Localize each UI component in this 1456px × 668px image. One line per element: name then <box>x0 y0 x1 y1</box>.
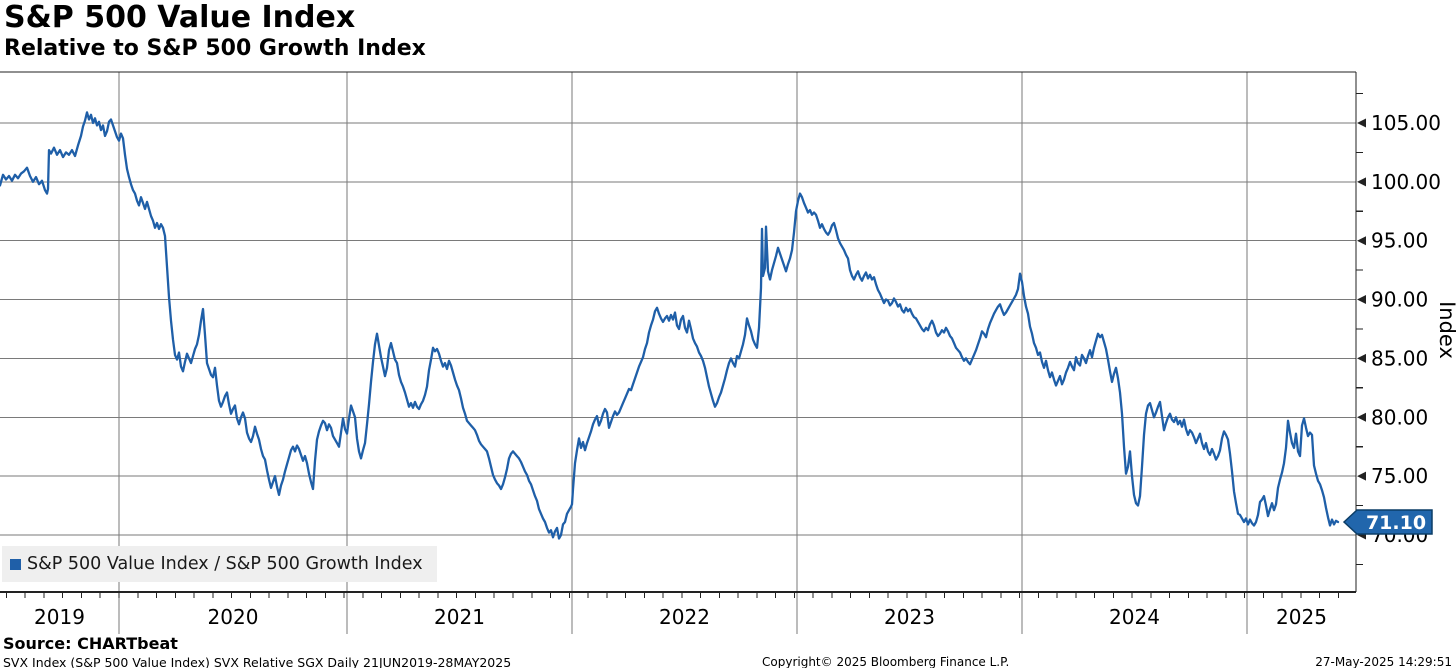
y-tick-label: 90.00 <box>1371 288 1428 312</box>
y-tick-label: 105.00 <box>1371 111 1441 135</box>
y-tick-label: 75.00 <box>1371 464 1428 488</box>
y-tick-arrow-icon <box>1357 295 1366 305</box>
y-tick-label: 80.00 <box>1371 405 1428 429</box>
y-tick-arrow-icon <box>1357 412 1366 422</box>
x-tick-label: 2025 <box>1276 605 1327 629</box>
page-subtitle: Relative to S&P 500 Growth Index <box>4 36 426 61</box>
dataset-description: SVX Index (S&P 500 Value Index) SVX Rela… <box>3 655 512 668</box>
x-tick-label: 2022 <box>659 605 710 629</box>
x-tick-label: 2024 <box>1109 605 1160 629</box>
timestamp: 27-May-2025 14:29:51 <box>1315 655 1452 668</box>
source-label: Source: CHARTbeat <box>3 634 178 653</box>
y-tick-arrow-icon <box>1357 236 1366 246</box>
y-tick-arrow-icon <box>1357 353 1366 363</box>
y-tick-label: 85.00 <box>1371 346 1428 370</box>
legend[interactable]: S&P 500 Value Index / S&P 500 Growth Ind… <box>2 546 437 582</box>
y-tick-label: 95.00 <box>1371 229 1428 253</box>
page-title: S&P 500 Value Index <box>4 0 356 35</box>
y-tick-arrow-icon <box>1357 471 1366 481</box>
legend-label: S&P 500 Value Index / S&P 500 Growth Ind… <box>27 554 423 574</box>
copyright-notice: Copyright© 2025 Bloomberg Finance L.P. <box>762 655 1010 668</box>
series-square-icon <box>10 558 21 570</box>
last-value-badge <box>1342 509 1433 535</box>
series-line <box>0 111 1340 540</box>
y-tick-arrow-icon <box>1357 118 1366 128</box>
y-tick-label: 100.00 <box>1371 170 1441 194</box>
last-value-badge-label: 71.10 <box>1366 512 1426 534</box>
x-tick-label: 2021 <box>434 605 485 629</box>
x-tick-label: 2020 <box>208 605 259 629</box>
x-tick-label: 2019 <box>34 605 85 629</box>
x-tick-label: 2023 <box>884 605 935 629</box>
y-axis-title: Index <box>1435 301 1456 359</box>
y-tick-arrow-icon <box>1357 177 1366 187</box>
